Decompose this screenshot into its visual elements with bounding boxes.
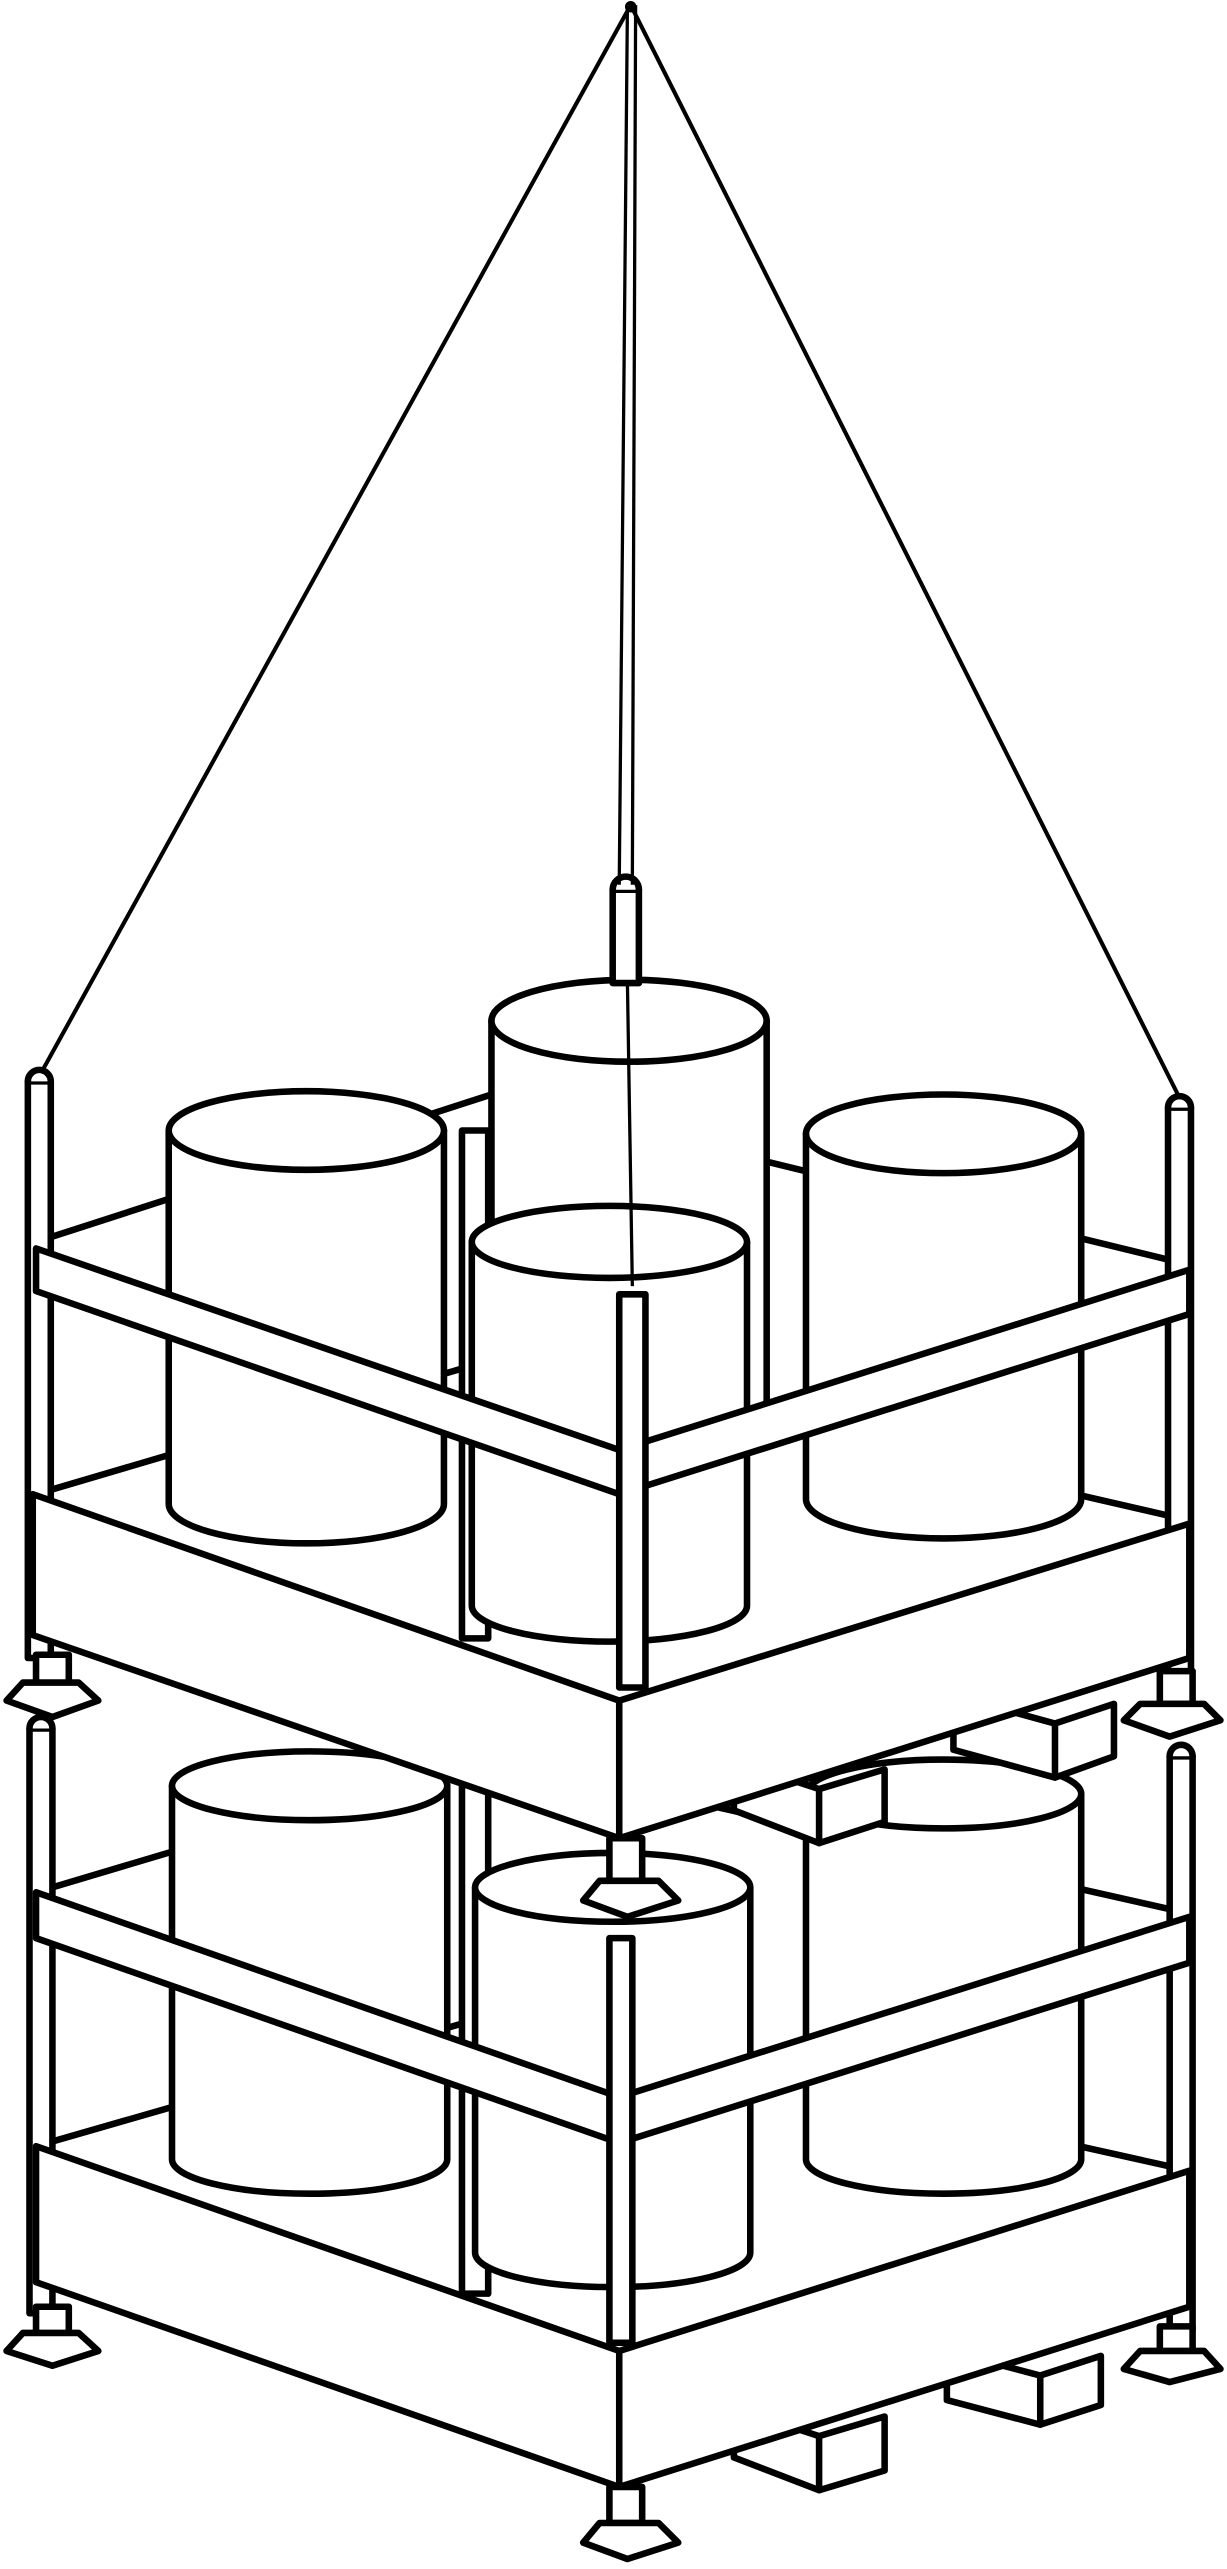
sling-leg-center-b [630,5,638,885]
lower-left-post-cap [26,1713,56,1732]
sling-leg-left [39,4,633,1075]
upper-drum-right [802,1091,1085,1542]
upper-tier [3,873,1224,1921]
lifting-post-cap [609,873,643,893]
lifting-slings [39,0,1182,1287]
upper-left-post-cap [24,1066,55,1085]
sling-leg-right [628,4,1182,1099]
lower-right-post-cap [1166,1741,1196,1760]
sling-leg-center-a [617,5,630,885]
upper-front-post [615,1291,649,1691]
upper-right-post-cap [1164,1092,1195,1111]
upper-feet [3,1651,1224,1921]
sling-leg-center-drop [625,983,634,1287]
upper-drum-left [165,1087,448,1547]
upper-drum-front [468,1202,751,1645]
hook-point [624,0,637,13]
lower-feet [3,2303,1224,2563]
lower-front-post [606,1934,636,2347]
lifting-post [609,886,643,987]
